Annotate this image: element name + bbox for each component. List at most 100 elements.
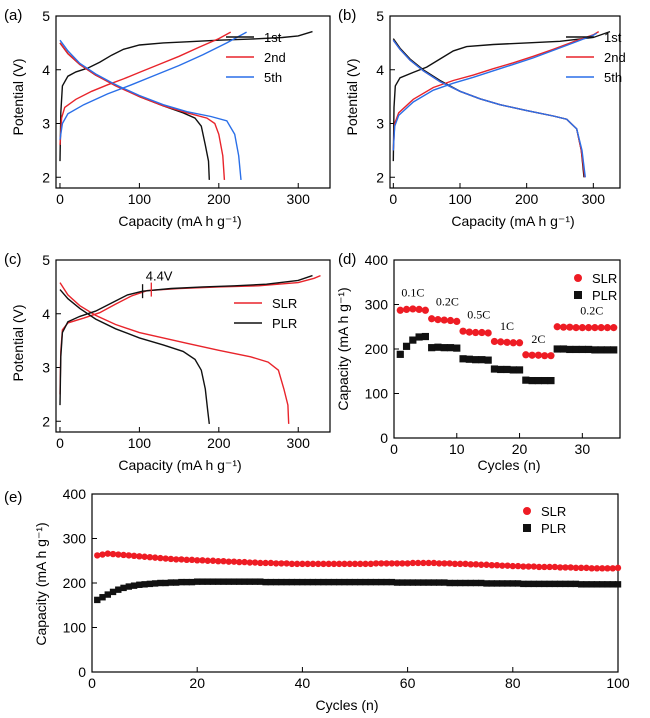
data-point-PLR (504, 580, 511, 587)
data-point-SLR (167, 555, 175, 563)
data-point-SLR (446, 560, 453, 567)
data-point-SLR (402, 305, 411, 313)
data-point-PLR (299, 578, 306, 586)
data-point-SLR (440, 316, 448, 324)
data-point-SLR (421, 306, 429, 314)
legend-label: PLR (541, 521, 566, 536)
data-point-PLR (515, 366, 524, 374)
data-point-PLR (367, 578, 374, 586)
legend-marker (574, 291, 582, 299)
panel-label-d: (d) (338, 251, 356, 268)
data-point-PLR (409, 336, 417, 344)
data-point-SLR (503, 338, 511, 346)
data-point-PLR (430, 579, 438, 586)
data-point-PLR (99, 594, 106, 601)
data-point-SLR (414, 559, 422, 567)
data-point-PLR (497, 365, 505, 374)
data-point-SLR (478, 328, 486, 337)
x-tick-label: 0 (88, 675, 96, 691)
data-point-PLR (167, 579, 175, 586)
y-tick-label: 5 (42, 8, 50, 24)
data-point-PLR (435, 579, 443, 586)
x-axis-title-c: Capacity (mA h g⁻¹) (118, 457, 241, 473)
data-point-PLR (541, 580, 548, 588)
plot-area-a: 0 100 200 300 2 3 4 5 1st 2nd 5th (42, 8, 331, 207)
data-point-SLR (415, 305, 423, 313)
x-tick-label: 40 (295, 675, 311, 691)
y-tick-label: 2 (42, 413, 50, 429)
data-point-PLR (441, 579, 448, 586)
data-point-PLR (488, 580, 495, 587)
data-point-SLR (453, 317, 461, 326)
data-point-PLR (553, 345, 561, 353)
series-line-2nd-discharge (392, 39, 586, 178)
series-line-5th-discharge (392, 39, 586, 178)
data-point-PLR (478, 579, 485, 587)
data-point-SLR (556, 564, 564, 571)
data-point-PLR (522, 376, 530, 384)
data-point-PLR (509, 580, 516, 587)
data-point-SLR (490, 337, 499, 346)
data-point-SLR (559, 323, 568, 331)
series-line-PLR-discharge (59, 289, 210, 424)
data-point-PLR (478, 356, 486, 364)
legend-marker (523, 524, 531, 532)
x-tick-label: 20 (512, 441, 528, 457)
data-point-SLR (325, 560, 332, 568)
data-point-SLR (267, 559, 275, 567)
data-point-PLR (446, 579, 453, 587)
series-line-2nd-discharge (59, 42, 226, 180)
data-point-SLR (272, 560, 280, 567)
data-point-SLR (393, 560, 401, 567)
data-point-SLR (420, 559, 427, 567)
data-point-SLR (293, 560, 301, 568)
data-point-PLR (457, 579, 464, 587)
data-point-SLR (583, 564, 590, 572)
y-tick-label: 2 (376, 169, 384, 185)
x-tick-label: 300 (582, 191, 606, 207)
data-point-SLR (246, 559, 253, 566)
data-point-SLR (515, 339, 524, 347)
data-point-PLR (215, 578, 222, 585)
data-point-PLR (604, 581, 611, 588)
data-point-PLR (562, 580, 569, 588)
y-tick-label: 4 (42, 306, 50, 322)
data-point-PLR (566, 345, 574, 354)
data-point-PLR (525, 580, 532, 588)
y-tick-label: 0 (78, 664, 86, 680)
data-point-PLR (178, 578, 185, 586)
data-point-SLR (478, 561, 485, 568)
data-point-SLR (522, 351, 530, 359)
data-point-PLR (241, 578, 248, 585)
x-tick-label: 200 (515, 191, 539, 207)
data-point-SLR (151, 554, 159, 561)
legend-label: 2nd (604, 50, 626, 65)
panel-label-e: (e) (4, 489, 22, 506)
data-point-SLR (404, 560, 411, 567)
data-point-PLR (115, 586, 122, 593)
data-point-PLR (483, 580, 490, 587)
data-point-SLR (434, 316, 442, 324)
data-point-SLR (614, 564, 622, 572)
data-point-SLR (425, 559, 432, 567)
plot-area-b: 0 100 200 300 2 3 4 5 1st 2nd 5th (376, 8, 626, 207)
data-point-SLR (451, 560, 459, 568)
plot-area-d: 0 10 20 300100200300400SLRPLR0.1C0.2C0.5C1C… (365, 252, 621, 457)
data-point-SLR (428, 315, 436, 323)
data-point-SLR (136, 553, 143, 560)
y-axis-title-e: Capacity (mA h g⁻¹) (33, 522, 49, 645)
data-point-PLR (583, 581, 590, 588)
data-point-SLR (215, 557, 222, 565)
data-point-SLR (283, 560, 290, 567)
legend-label: 1st (264, 30, 282, 45)
data-point-SLR (304, 560, 311, 568)
data-point-SLR (472, 561, 480, 568)
data-point-PLR (428, 344, 436, 352)
data-point-PLR (262, 578, 269, 586)
data-point-SLR (251, 559, 259, 566)
plot-frame (55, 259, 331, 433)
legend-marker (574, 274, 582, 282)
data-point-SLR (257, 559, 264, 567)
data-point-PLR (330, 578, 338, 586)
